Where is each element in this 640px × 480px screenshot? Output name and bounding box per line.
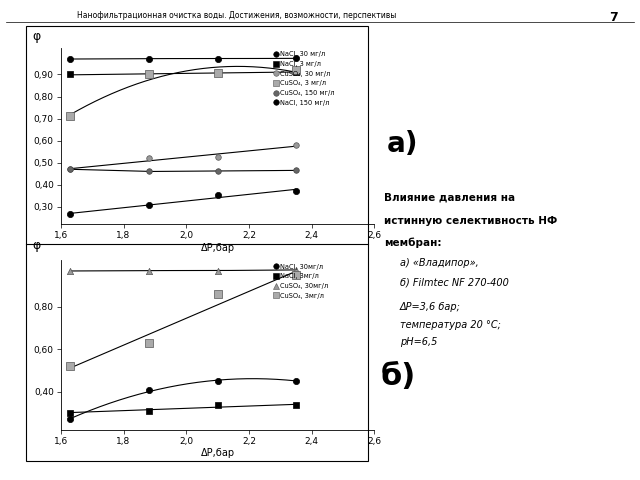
Text: Влияние давления на: Влияние давления на: [384, 192, 515, 202]
Text: б) Filmtec NF 270-400: б) Filmtec NF 270-400: [400, 277, 509, 288]
Point: [143, 71, 154, 78]
Point: [291, 55, 301, 62]
Text: Нанофильтрационная очистка воды. Достижения, возможности, перспективы: Нанофильтрационная очистка воды. Достиже…: [77, 11, 396, 20]
Text: φ: φ: [33, 239, 41, 252]
Text: 7: 7: [609, 11, 618, 24]
Point: [143, 339, 154, 347]
Point: [291, 167, 301, 174]
Point: [65, 112, 76, 120]
Point: [143, 71, 154, 78]
Point: [291, 67, 301, 74]
Point: [212, 167, 223, 175]
Text: истинную селективность НФ: истинную селективность НФ: [384, 216, 557, 226]
Legend: NaCl, 30 мг/л, NaCl, 3 мг/л, CuSO₄, 30 мг/л, CuSO₄, 3 мг/л, CuSO₄, 150 мг/л, NaC: NaCl, 30 мг/л, NaCl, 3 мг/л, CuSO₄, 30 м…: [275, 51, 335, 106]
Text: а): а): [387, 130, 419, 157]
Point: [143, 407, 154, 414]
Text: мембран:: мембран:: [384, 238, 442, 248]
Point: [212, 401, 223, 409]
Text: температура 20 °C;: температура 20 °C;: [400, 320, 501, 330]
Legend: NaCl, 30мг/л, NaCl, 3мг/л, CuSO₄, 30мг/л, CuSO₄, 3мг/л: NaCl, 30мг/л, NaCl, 3мг/л, CuSO₄, 30мг/л…: [275, 264, 328, 299]
X-axis label: ΔP,бар: ΔP,бар: [200, 243, 235, 253]
Point: [212, 378, 223, 385]
Point: [143, 267, 154, 275]
Point: [65, 362, 76, 370]
Point: [212, 69, 223, 76]
Text: pH=6,5: pH=6,5: [400, 337, 437, 347]
Point: [291, 68, 301, 76]
Point: [212, 191, 223, 198]
Point: [291, 377, 301, 384]
Point: [65, 211, 76, 218]
Point: [65, 415, 76, 423]
Point: [65, 55, 76, 63]
Point: [65, 71, 76, 78]
Text: ΔP=3,6 бар;: ΔP=3,6 бар;: [400, 302, 461, 312]
Point: [212, 153, 223, 161]
Point: [65, 166, 76, 173]
Point: [143, 55, 154, 62]
Point: [143, 201, 154, 209]
Point: [65, 409, 76, 417]
Point: [291, 141, 301, 149]
Point: [212, 290, 223, 298]
Point: [143, 155, 154, 162]
Point: [143, 386, 154, 394]
Point: [143, 168, 154, 175]
Point: [291, 271, 301, 279]
Point: [212, 69, 223, 77]
Text: б): б): [381, 362, 416, 391]
X-axis label: ΔP,бар: ΔP,бар: [200, 448, 235, 458]
Point: [291, 266, 301, 274]
Point: [291, 188, 301, 195]
Point: [291, 401, 301, 409]
Text: а) «Владипор»,: а) «Владипор»,: [400, 258, 479, 268]
Point: [212, 55, 223, 62]
Text: φ: φ: [33, 30, 41, 43]
Point: [212, 267, 223, 275]
Point: [65, 267, 76, 275]
Point: [65, 166, 76, 173]
